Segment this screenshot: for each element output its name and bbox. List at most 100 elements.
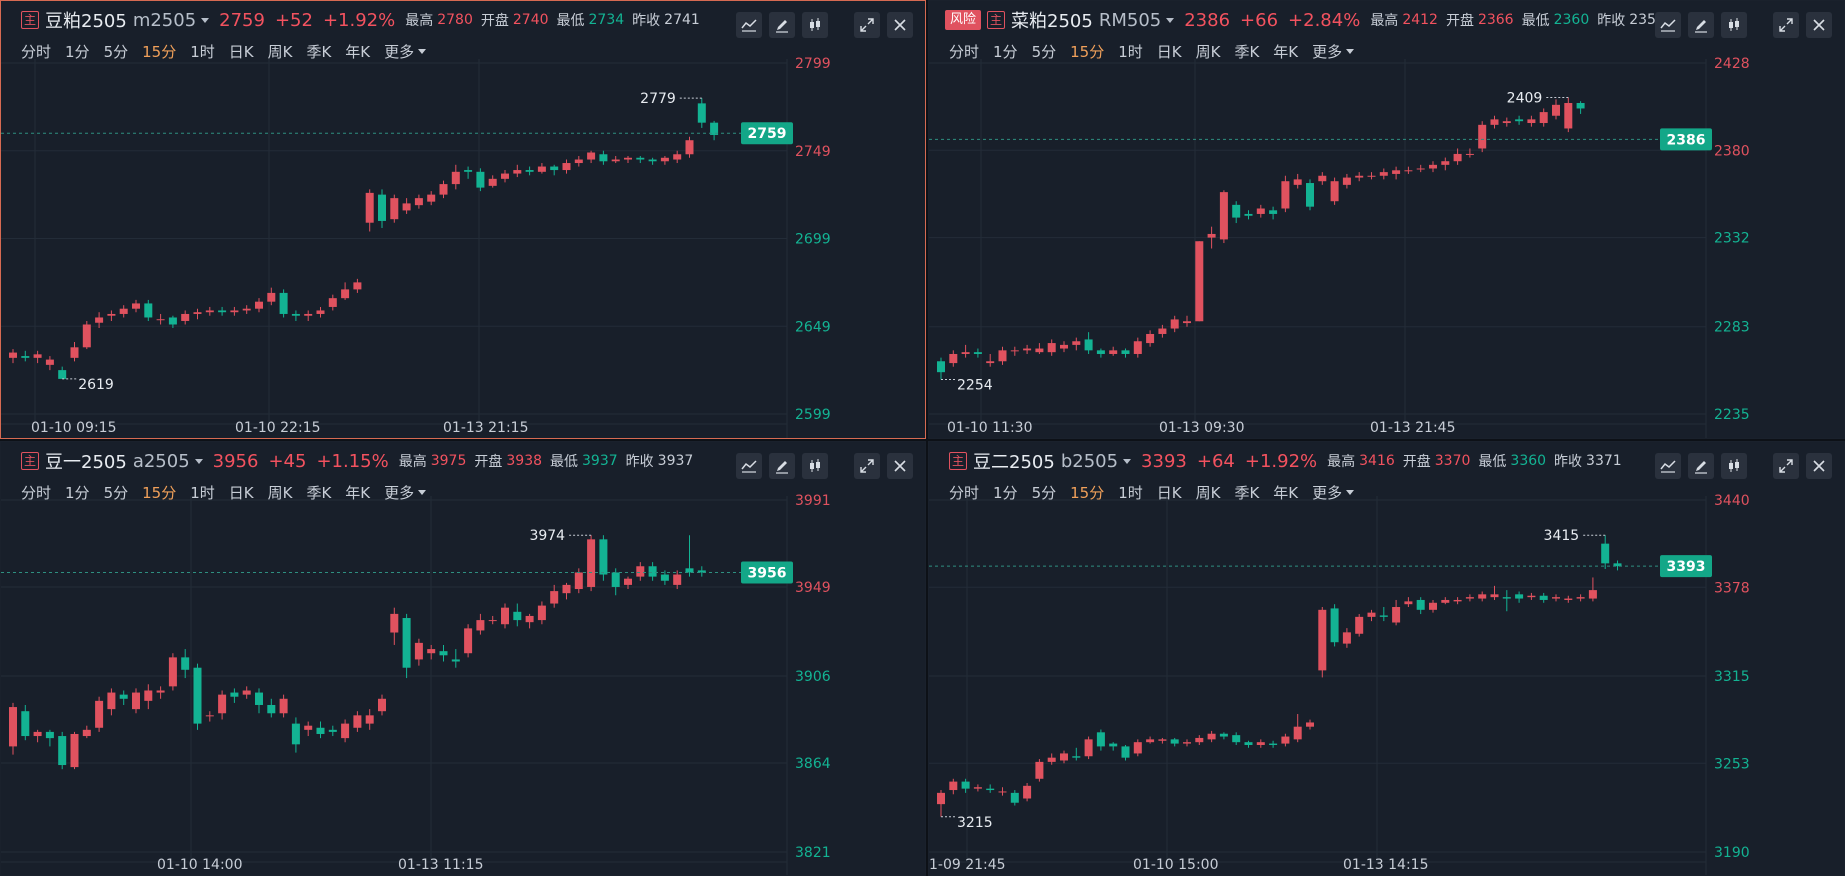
- tab-period-7[interactable]: 季K: [1234, 43, 1260, 61]
- chevron-down-icon[interactable]: [194, 458, 203, 464]
- draw-icon[interactable]: [1688, 12, 1714, 38]
- candle-type-icon[interactable]: [802, 453, 828, 479]
- prev-label: 昨收: [625, 454, 654, 470]
- candle: [1035, 759, 1044, 782]
- candlestick-chart[interactable]: 3991 3949 3906 3864 3821 01-10 14:00 01-13 11:…: [1, 442, 925, 875]
- candle: [402, 613, 411, 679]
- tab-more[interactable]: 更多: [1312, 482, 1355, 503]
- contract-code[interactable]: a2505: [132, 450, 190, 472]
- open-value: 3370: [1434, 453, 1471, 469]
- contract-code[interactable]: RM505: [1098, 9, 1162, 31]
- chevron-down-icon[interactable]: [201, 17, 210, 23]
- tab-period-0[interactable]: 分时: [949, 43, 980, 61]
- tab-more[interactable]: 更多: [1312, 41, 1355, 62]
- tab-period-6[interactable]: 周K: [1195, 43, 1221, 61]
- draw-icon[interactable]: [769, 12, 795, 38]
- tab-period-0[interactable]: 分时: [949, 484, 980, 502]
- tab-period-3[interactable]: 15分: [1070, 43, 1105, 61]
- draw-icon[interactable]: [769, 453, 795, 479]
- tab-period-2[interactable]: 5分: [1031, 484, 1057, 502]
- candlestick-chart[interactable]: 2799 2749 2699 2649 2599 01-10 09:15 01-10 22:…: [1, 1, 925, 438]
- x-tick-label: 01-10 14:00: [157, 857, 242, 873]
- tab-period-0[interactable]: 分时: [21, 484, 52, 502]
- chart-panel-soybean-2[interactable]: 主豆二2505 b2505 3393 +64 +1.92% 最高 3416 开盘 3370 最低 3…: [928, 441, 1845, 876]
- candle: [95, 312, 104, 329]
- tab-period-8[interactable]: 年K: [1273, 484, 1299, 502]
- tab-period-0[interactable]: 分时: [21, 43, 52, 61]
- tab-period-1[interactable]: 1分: [65, 484, 90, 502]
- tab-period-3[interactable]: 15分: [1070, 484, 1105, 502]
- tab-period-3[interactable]: 15分: [142, 43, 177, 61]
- contract-code[interactable]: b2505: [1060, 450, 1119, 472]
- candle: [1158, 324, 1167, 338]
- candle-type-icon[interactable]: [1721, 453, 1747, 479]
- tab-period-8[interactable]: 年K: [1273, 43, 1299, 61]
- candle: [1330, 604, 1339, 647]
- expand-icon[interactable]: [1773, 453, 1799, 479]
- chevron-down-icon[interactable]: [1166, 17, 1175, 23]
- panel-header: 主豆粕2505 m2505 2759 +52 +1.92% 最高 2780 开盘 2740 最低 2…: [1, 1, 925, 39]
- tab-period-5[interactable]: 日K: [228, 484, 254, 502]
- chart-panel-soybean-1[interactable]: 主豆一2505 a2505 3956 +45 +1.15% 最高 3975 开盘 3938 最低 3…: [0, 441, 926, 876]
- tab-period-6[interactable]: 周K: [267, 484, 293, 502]
- close-icon[interactable]: [887, 453, 913, 479]
- tab-period-4[interactable]: 1时: [1118, 484, 1143, 502]
- indicator-icon[interactable]: [1655, 12, 1681, 38]
- close-icon[interactable]: [1806, 453, 1832, 479]
- chevron-down-icon: [418, 490, 427, 495]
- price-change-pct: +1.15%: [316, 450, 389, 472]
- indicator-icon[interactable]: [736, 12, 762, 38]
- close-icon[interactable]: [887, 12, 913, 38]
- min-price-label: 3215: [957, 815, 993, 831]
- expand-icon[interactable]: [1773, 12, 1799, 38]
- candlestick-chart[interactable]: 2428 2380 2332 2283 2235 01-10 11:30 01-13 09:…: [929, 1, 1844, 438]
- chevron-down-icon[interactable]: [1123, 458, 1132, 464]
- candlestick-chart[interactable]: 3440 3378 3315 3253 3190 1-09 21:45 01-10 15:0…: [929, 442, 1844, 875]
- prev-close-value: 2741: [664, 12, 700, 28]
- tab-period-4[interactable]: 1时: [190, 484, 215, 502]
- candle: [390, 607, 399, 645]
- candle: [574, 156, 583, 167]
- y-tick-label: 2332: [1714, 231, 1750, 247]
- tab-period-5[interactable]: 日K: [228, 43, 254, 61]
- chart-panel-rapeseed-meal[interactable]: 风险主菜粕2505 RM505 2386 +66 +2.84% 最高 2412 开盘 2366 最…: [928, 0, 1845, 439]
- candle-type-icon[interactable]: [802, 12, 828, 38]
- tab-period-6[interactable]: 周K: [1195, 484, 1221, 502]
- contract-code[interactable]: m2505: [132, 9, 197, 31]
- tab-period-1[interactable]: 1分: [993, 43, 1018, 61]
- tab-period-4[interactable]: 1时: [1118, 43, 1143, 61]
- tab-period-1[interactable]: 1分: [993, 484, 1018, 502]
- candle: [1367, 172, 1376, 180]
- candle: [1244, 740, 1253, 748]
- tab-period-7[interactable]: 季K: [1234, 484, 1260, 502]
- tab-period-3[interactable]: 15分: [142, 484, 177, 502]
- indicator-icon[interactable]: [736, 453, 762, 479]
- tab-period-8[interactable]: 年K: [345, 43, 371, 61]
- expand-icon[interactable]: [854, 12, 880, 38]
- candle: [1306, 179, 1314, 211]
- tab-period-2[interactable]: 5分: [103, 484, 129, 502]
- tab-period-4[interactable]: 1时: [190, 43, 215, 61]
- tab-period-5[interactable]: 日K: [1156, 484, 1182, 502]
- tab-period-8[interactable]: 年K: [345, 484, 371, 502]
- tab-more[interactable]: 更多: [384, 482, 427, 503]
- tab-more[interactable]: 更多: [384, 41, 427, 62]
- indicator-icon[interactable]: [1655, 453, 1681, 479]
- draw-icon[interactable]: [1688, 453, 1714, 479]
- candle: [70, 342, 79, 362]
- candle: [9, 702, 17, 755]
- tab-period-1[interactable]: 1分: [65, 43, 90, 61]
- candle-type-icon[interactable]: [1721, 12, 1747, 38]
- tab-period-2[interactable]: 5分: [103, 43, 129, 61]
- close-icon[interactable]: [1806, 12, 1832, 38]
- candle: [1256, 204, 1265, 218]
- candle: [1219, 732, 1228, 740]
- expand-icon[interactable]: [854, 453, 880, 479]
- tab-period-6[interactable]: 周K: [267, 43, 293, 61]
- tab-period-2[interactable]: 5分: [1031, 43, 1057, 61]
- chart-panel-soymeal[interactable]: 主豆粕2505 m2505 2759 +52 +1.92% 最高 2780 开盘 2740 最低 2…: [0, 0, 926, 439]
- tab-period-7[interactable]: 季K: [306, 43, 332, 61]
- tab-period-5[interactable]: 日K: [1156, 43, 1182, 61]
- tab-period-7[interactable]: 季K: [306, 484, 332, 502]
